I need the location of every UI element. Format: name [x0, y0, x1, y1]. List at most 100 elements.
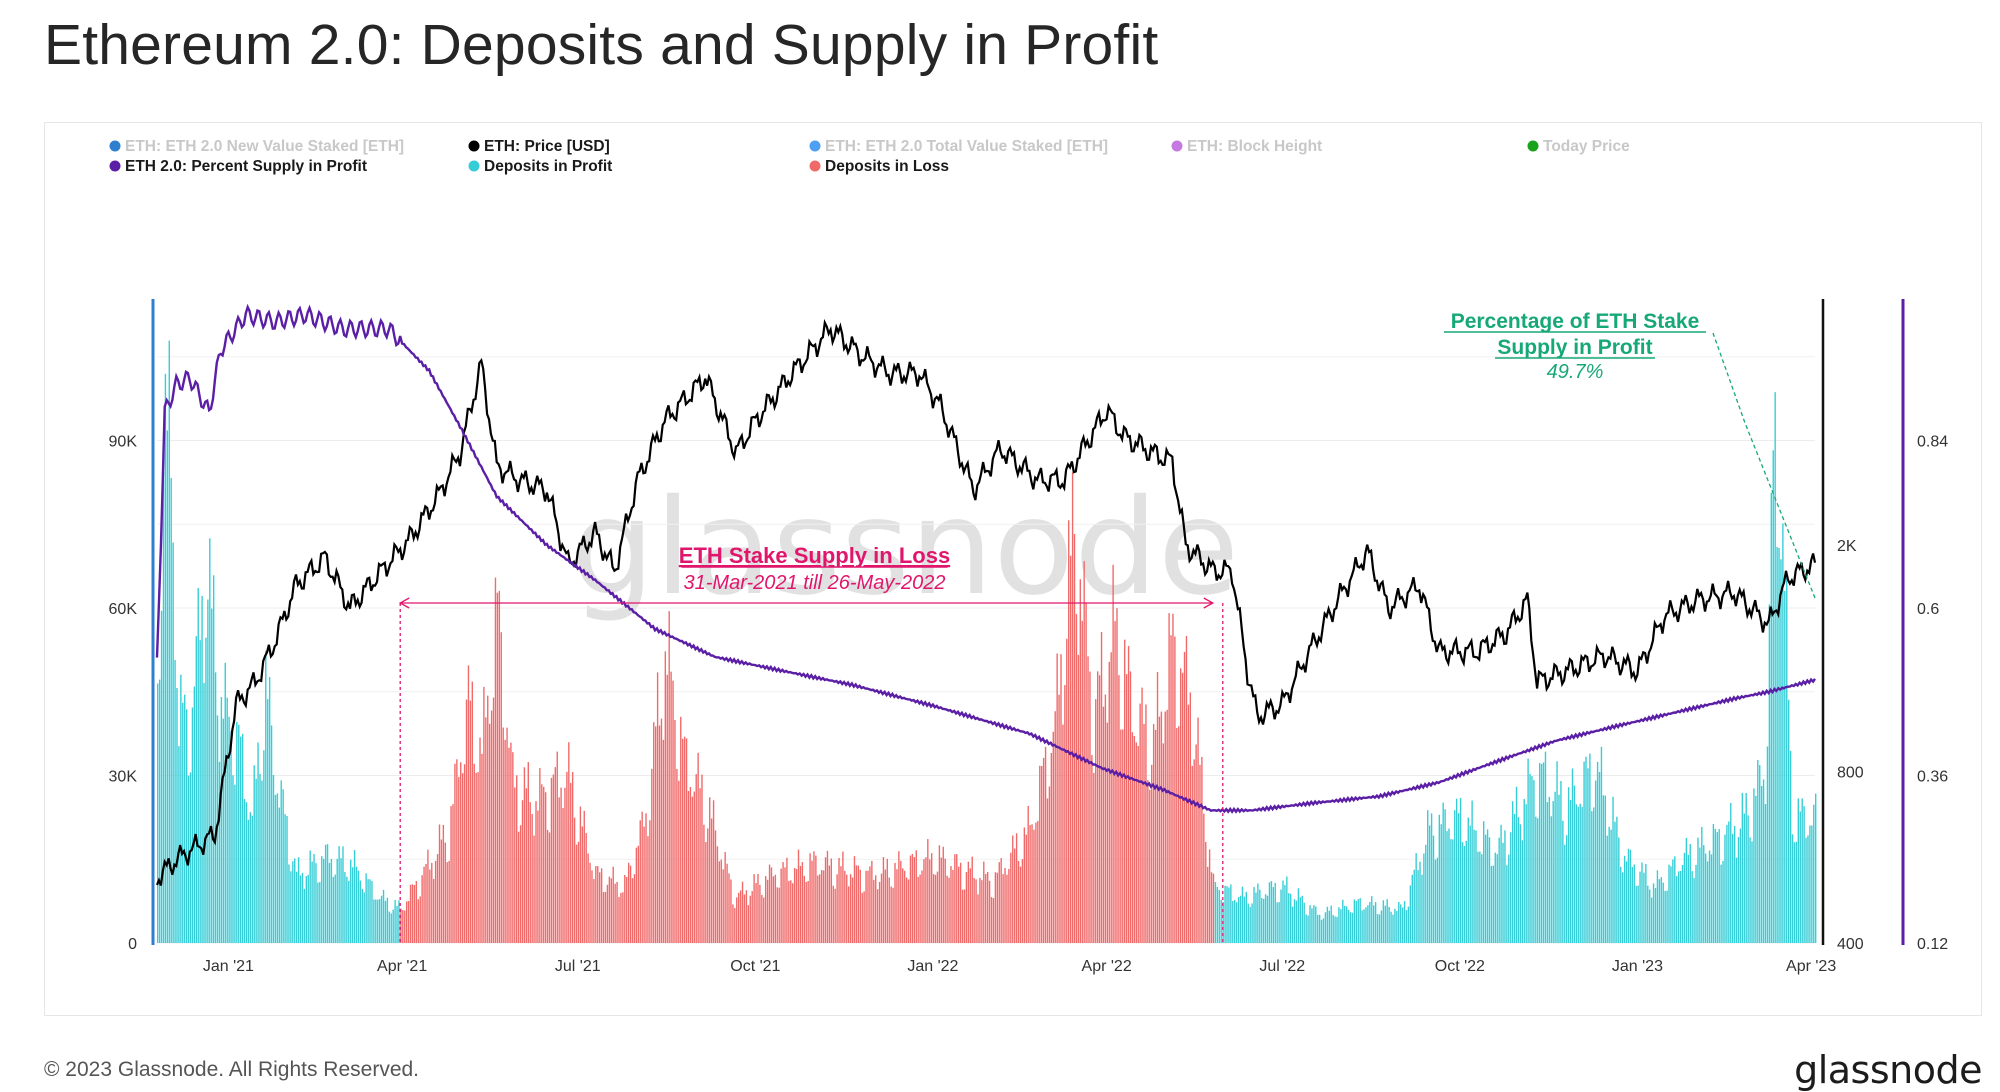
deposit-profit-bar [1486, 829, 1489, 943]
deposit-loss-bar [558, 797, 560, 943]
deposit-profit-bar [276, 793, 279, 943]
deposit-loss-bar [722, 869, 724, 943]
deposit-loss-bar [820, 870, 823, 943]
deposit-profit-bar [1224, 885, 1226, 943]
deposit-loss-bar [882, 857, 885, 943]
deposit-loss-bar [1062, 724, 1064, 943]
deposit-profit-bar [1293, 899, 1296, 943]
deposit-loss-bar [693, 791, 695, 943]
deposit-loss-bar [716, 846, 719, 943]
deposit-profit-bar [392, 909, 394, 943]
deposit-loss-bar [892, 887, 894, 943]
deposit-profit-bar [1276, 902, 1278, 943]
deposit-profit-bar [1336, 916, 1338, 943]
deposit-profit-bar [193, 686, 196, 943]
deposit-loss-bar [780, 868, 782, 943]
deposit-loss-bar [936, 871, 939, 943]
legend-label: ETH 2.0: Percent Supply in Profit [125, 158, 367, 175]
deposit-profit-bar [1361, 910, 1363, 943]
deposit-profit-bar [182, 702, 184, 943]
deposit-profit-bar [1789, 750, 1792, 943]
deposit-loss-bar [506, 727, 508, 943]
deposit-loss-bar [631, 878, 634, 943]
deposit-loss-bar [913, 857, 916, 943]
deposit-profit-bar [1704, 853, 1707, 943]
deposit-profit-bar [1378, 914, 1381, 943]
deposit-loss-bar [460, 762, 462, 943]
deposit-profit-bar [1753, 788, 1755, 943]
deposit-profit-bar [241, 733, 244, 943]
deposit-profit-bar [1562, 820, 1564, 943]
deposit-loss-bar [508, 747, 510, 943]
deposit-profit-bar [1641, 862, 1643, 943]
watermark-text: glassnode [571, 471, 1239, 625]
deposit-profit-bar [267, 699, 269, 943]
deposit-loss-bar [790, 880, 792, 943]
deposit-profit-bar [1751, 841, 1753, 943]
y-left-tick-label: 60K [109, 601, 138, 618]
deposit-loss-bar [1208, 849, 1211, 943]
deposit-profit-bar [284, 814, 286, 943]
deposit-profit-bar [1703, 845, 1705, 943]
deposit-profit-bar [1459, 797, 1462, 943]
deposit-loss-bar [859, 869, 861, 943]
deposit-loss-bar [556, 751, 558, 943]
deposit-loss-bar [778, 887, 780, 943]
deposit-loss-bar [450, 806, 452, 943]
deposit-loss-bar [965, 872, 968, 943]
deposit-loss-bar [405, 901, 408, 943]
deposit-loss-bar [873, 879, 875, 943]
deposit-profit-bar [1525, 804, 1527, 943]
deposit-profit-bar [1338, 907, 1340, 943]
deposit-loss-bar [606, 884, 609, 943]
deposit-profit-bar [1247, 903, 1249, 943]
deposit-loss-bar [539, 768, 541, 943]
deposit-loss-bar [952, 870, 954, 943]
x-tick-label: Oct '22 [1435, 958, 1485, 975]
deposit-loss-bar [938, 845, 941, 943]
copyright-text: © 2023 Glassnode. All Rights Reserved. [44, 1058, 420, 1081]
deposit-profit-bar [259, 773, 261, 943]
deposit-profit-bar [1315, 906, 1317, 943]
deposit-profit-bar [1544, 751, 1547, 943]
deposit-loss-bar [407, 900, 410, 943]
deposit-loss-bar [589, 862, 591, 943]
deposit-profit-bar [1546, 802, 1549, 943]
deposit-loss-bar [900, 860, 902, 943]
deposit-loss-bar [710, 818, 713, 943]
deposit-profit-bar [1616, 816, 1618, 943]
deposit-loss-bar [1164, 711, 1166, 943]
deposit-loss-bar [1181, 672, 1184, 943]
deposit-profit-bar [1664, 890, 1666, 943]
deposit-loss-bar [604, 891, 607, 943]
deposit-loss-bar [1095, 699, 1097, 943]
legend-marker [109, 140, 121, 152]
deposit-loss-bar [419, 896, 421, 943]
deposit-loss-bar [1033, 829, 1035, 943]
deposit-loss-bar [562, 807, 564, 943]
deposit-loss-bar [1122, 729, 1124, 943]
deposit-profit-bar [263, 750, 265, 943]
deposit-profit-bar [1560, 780, 1562, 943]
deposit-loss-bar [759, 884, 761, 943]
deposit-profit-bar [1556, 761, 1558, 943]
deposit-loss-bar [1025, 834, 1027, 943]
deposit-loss-bar [782, 862, 784, 943]
deposit-profit-bar [1253, 886, 1255, 943]
deposit-loss-bar [1044, 746, 1047, 943]
deposit-profit-bar [1374, 902, 1377, 943]
legend[interactable]: ETH: ETH 2.0 New Value Staked [ETH] ETH: … [109, 138, 1631, 175]
legend-label: ETH: Block Height [1187, 138, 1322, 155]
deposit-loss-bar [431, 862, 433, 943]
deposit-loss-bar [948, 877, 950, 943]
deposit-loss-bar [411, 884, 414, 943]
deposit-loss-bar [1100, 631, 1103, 943]
deposit-profit-bar [1517, 817, 1520, 943]
deposit-loss-bar [452, 804, 454, 943]
deposit-loss-bar [417, 899, 419, 943]
deposit-loss-bar [670, 671, 672, 943]
deposit-profit-bar [1299, 897, 1302, 943]
deposit-profit-bar [361, 888, 363, 943]
deposit-profit-bar [1384, 905, 1386, 943]
deposit-loss-bar [851, 877, 854, 943]
